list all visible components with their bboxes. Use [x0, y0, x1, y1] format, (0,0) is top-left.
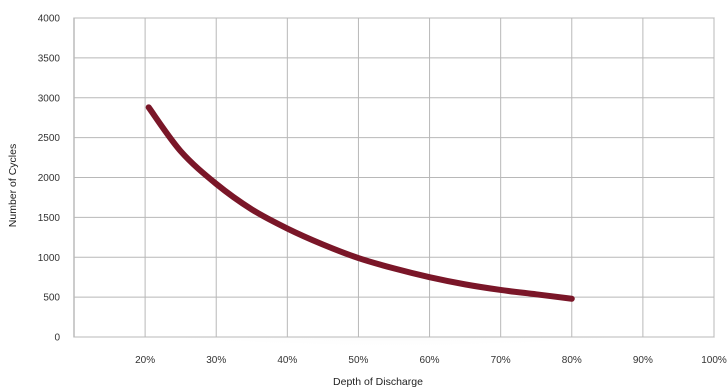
x-tick-label: 30%	[206, 355, 226, 366]
x-tick-label: 90%	[633, 355, 653, 366]
y-tick-label: 2500	[38, 133, 61, 144]
y-axis-title: Number of Cycles	[7, 144, 19, 227]
y-tick-label: 1000	[38, 253, 61, 264]
grid-lines	[74, 17, 715, 338]
x-tick-label: 100%	[701, 355, 727, 366]
x-axis-ticks: 20% 30% 40% 50% 60% 70% 80% 90% 100%	[135, 355, 727, 366]
series-line	[145, 104, 575, 302]
x-tick-label: 20%	[135, 355, 155, 366]
y-tick-label: 3000	[38, 93, 61, 104]
y-tick-label: 3500	[38, 53, 61, 64]
y-axis-ticks: 0 500 1000 1500 2000 2500 3000 3500 4000	[38, 14, 61, 344]
y-tick-label: 4000	[38, 14, 61, 25]
x-axis-title: Depth of Discharge	[333, 376, 423, 388]
x-tick-label: 80%	[562, 355, 582, 366]
y-tick-label: 1500	[38, 213, 61, 224]
x-tick-label: 40%	[277, 355, 297, 366]
y-tick-label: 2000	[38, 173, 61, 184]
y-tick-label: 0	[54, 333, 60, 344]
x-tick-label: 60%	[420, 355, 440, 366]
x-tick-label: 70%	[491, 355, 511, 366]
x-tick-label: 50%	[348, 355, 368, 366]
y-tick-label: 500	[43, 293, 60, 304]
series-layer	[145, 104, 575, 302]
